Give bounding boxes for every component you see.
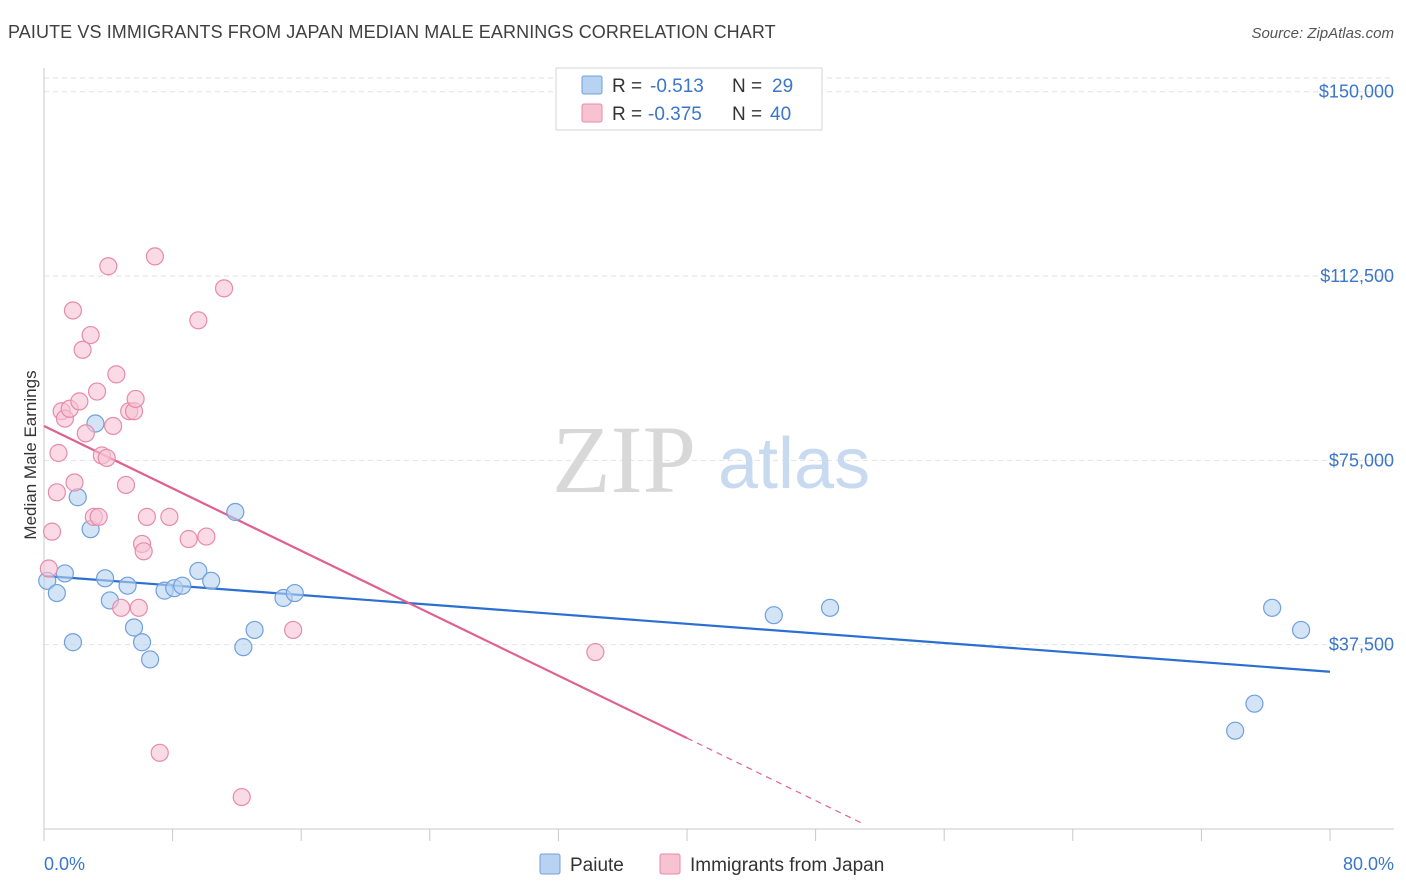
- point-paiute: [68, 488, 87, 507]
- point-japan: [73, 340, 92, 359]
- chart-source: Source: ZipAtlas.com: [1251, 25, 1394, 42]
- point-paiute: [245, 620, 264, 640]
- point-paiute: [1263, 598, 1282, 617]
- series-legend-swatch-japan: [659, 853, 681, 875]
- point-japan: [70, 392, 89, 411]
- point-paiute: [173, 576, 192, 595]
- legend-swatch-japan: [581, 103, 603, 123]
- trend-lines: [43, 424, 1331, 825]
- point-japan: [145, 247, 165, 266]
- point-paiute: [1245, 694, 1264, 713]
- point-japan: [76, 424, 95, 443]
- watermark-atlas: atlas: [718, 424, 870, 504]
- point-paiute: [820, 598, 840, 617]
- y-tick-labels: $37,500 $75,000 $112,500 $150,000: [1319, 82, 1394, 655]
- gridlines: [44, 77, 1394, 646]
- x-tick-label-max: 80.0%: [1343, 854, 1394, 874]
- point-japan: [42, 522, 62, 541]
- point-paiute: [63, 633, 83, 652]
- data-points: [38, 247, 1311, 807]
- point-japan: [197, 527, 216, 546]
- point-paiute: [764, 606, 783, 625]
- trend-line-extrapolated-japan: [686, 737, 865, 825]
- series-legend-label-paiute: Paiute: [570, 855, 624, 876]
- chart-title: PAIUTE VS IMMIGRANTS FROM JAPAN MEDIAN M…: [8, 22, 776, 42]
- series-legend-swatch-paiute: [539, 853, 561, 875]
- point-paiute: [1226, 721, 1245, 740]
- y-axis-label: Median Male Earnings: [21, 370, 40, 539]
- legend-r-label-paiute: R =: [612, 76, 642, 97]
- point-japan: [112, 598, 131, 617]
- x-tick-marks: [43, 829, 1331, 841]
- series-legend: Paiute Immigrants from Japan: [539, 853, 884, 876]
- point-japan: [137, 507, 156, 526]
- legend-n-label-japan: N =: [732, 104, 762, 125]
- watermark: ZIP atlas: [552, 406, 870, 513]
- trend-line-paiute: [43, 574, 1331, 673]
- legend-n-value-japan: 40: [770, 104, 791, 125]
- legend-n-value-paiute: 29: [772, 76, 793, 97]
- y-tick-label: $37,500: [1329, 635, 1394, 655]
- point-japan: [47, 483, 66, 502]
- trend-line-japan: [43, 424, 688, 740]
- legend-r-label-japan: R =: [612, 104, 642, 125]
- point-paiute: [189, 561, 208, 581]
- point-japan: [150, 743, 169, 762]
- point-japan: [63, 301, 83, 320]
- point-japan: [89, 507, 108, 526]
- legend-swatch-paiute: [581, 75, 603, 95]
- point-paiute: [285, 583, 304, 603]
- x-tick-label-min: 0.0%: [44, 854, 85, 874]
- point-paiute: [140, 650, 160, 669]
- point-paiute: [226, 502, 245, 522]
- legend-r-value-japan: -0.375: [648, 104, 702, 125]
- point-japan: [116, 475, 136, 495]
- point-japan: [134, 542, 153, 561]
- point-paiute: [47, 583, 66, 603]
- watermark-zip: ZIP: [552, 406, 696, 513]
- point-japan: [126, 389, 145, 409]
- point-japan: [99, 257, 118, 276]
- point-paiute: [55, 564, 74, 583]
- y-tick-label: $150,000: [1319, 82, 1394, 102]
- point-japan: [160, 507, 179, 526]
- point-japan: [232, 787, 251, 807]
- point-paiute: [95, 569, 115, 588]
- point-paiute: [1291, 620, 1311, 640]
- point-paiute: [234, 638, 253, 657]
- point-paiute: [124, 618, 144, 637]
- point-japan: [49, 443, 68, 463]
- point-japan: [104, 416, 123, 436]
- point-japan: [39, 559, 58, 578]
- point-japan: [586, 642, 605, 662]
- point-japan: [189, 311, 208, 330]
- point-paiute: [118, 576, 137, 595]
- point-japan: [179, 529, 198, 549]
- point-japan: [81, 325, 100, 345]
- y-tick-label: $112,500: [1320, 266, 1394, 286]
- point-japan: [129, 598, 148, 617]
- legend-r-value-paiute: -0.513: [650, 76, 704, 97]
- point-japan: [87, 382, 107, 401]
- point-japan: [107, 365, 126, 384]
- point-japan: [97, 448, 116, 468]
- legend-n-label-paiute: N =: [732, 76, 762, 97]
- point-japan: [214, 279, 234, 298]
- stats-legend: R = -0.513 N = 29 R = -0.375 N = 40: [555, 67, 823, 131]
- point-japan: [284, 620, 303, 640]
- y-tick-label: $75,000: [1329, 450, 1394, 470]
- point-paiute: [132, 633, 152, 652]
- point-japan: [65, 473, 84, 492]
- series-legend-label-japan: Immigrants from Japan: [690, 855, 884, 876]
- point-paiute: [202, 571, 221, 590]
